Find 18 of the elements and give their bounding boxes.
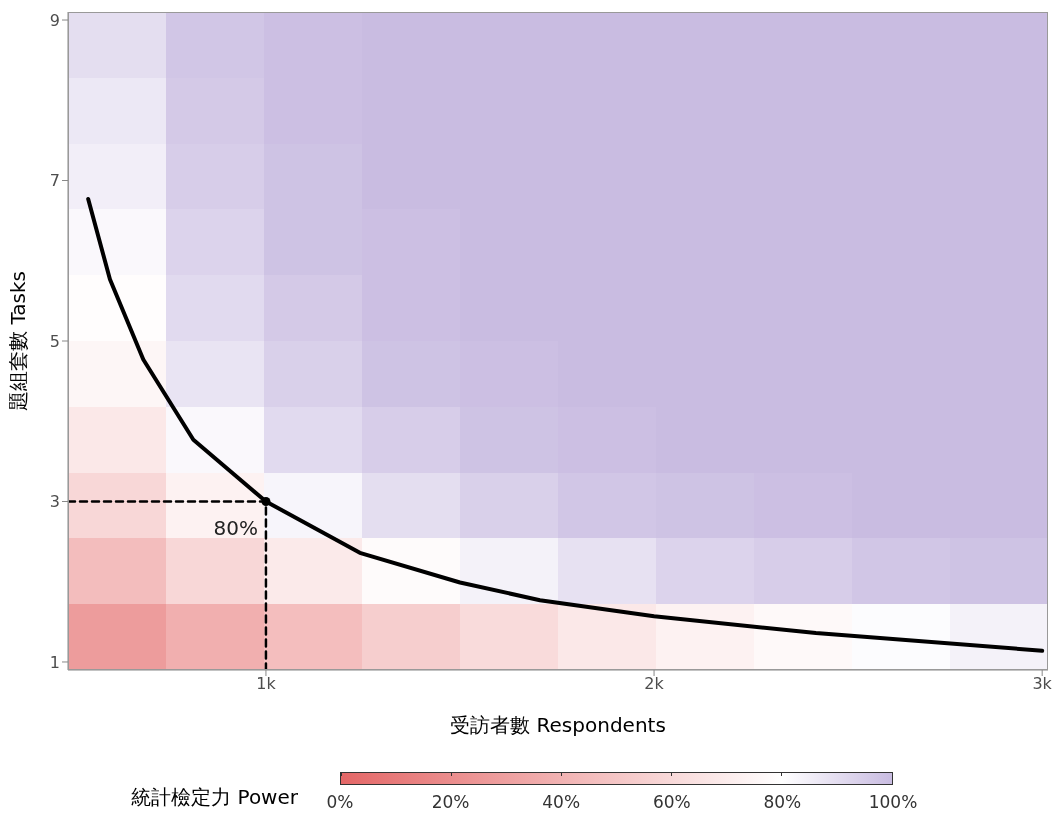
y-tick-label: 1 (49, 652, 60, 672)
x-axis-title: 受訪者數 Respondents (450, 713, 666, 737)
y-tick-label: 5 (49, 331, 60, 351)
color-bar-label: 40% (541, 792, 582, 812)
color-bar-label: 20% (430, 792, 471, 812)
x-tick-label: 3k (1032, 674, 1053, 694)
color-bar-label: 100% (867, 792, 919, 812)
color-bar-title: 統計檢定力 Power (130, 784, 298, 811)
annotation: 80% (213, 516, 258, 541)
color-bar-label: 80% (762, 792, 803, 812)
color-bar-label: 0% (325, 792, 355, 812)
color-bar-label: 60% (651, 792, 692, 812)
y-tick-label: 7 (49, 171, 60, 191)
y-tick-label: 3 (49, 492, 60, 512)
x-tick-label: 2k (644, 674, 665, 694)
x-tick-label: 1k (256, 674, 277, 694)
y-axis-title: 題組套數 Tasks (6, 271, 31, 411)
y-tick-label: 9 (49, 10, 60, 30)
